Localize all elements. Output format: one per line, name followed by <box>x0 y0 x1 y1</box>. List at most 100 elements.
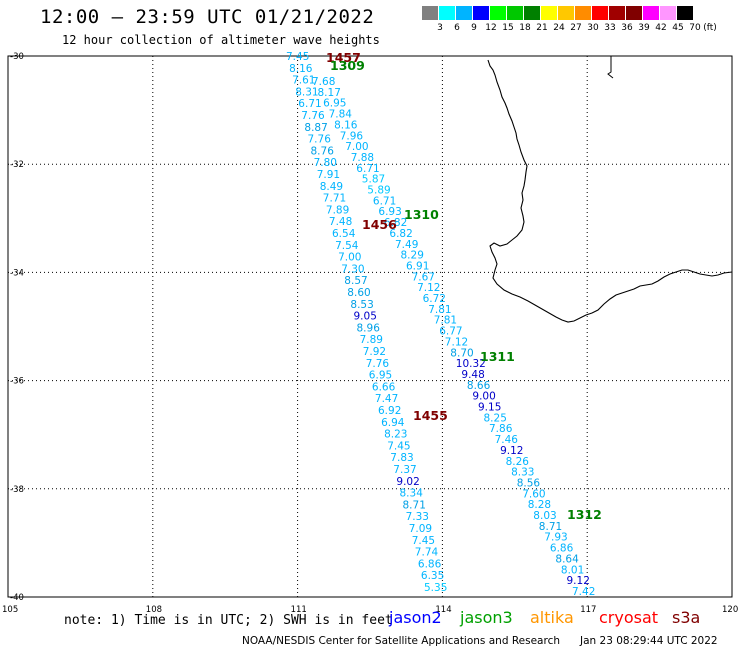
wave-height-value: 6.95 <box>369 370 392 382</box>
pass-number-label: 1312 <box>567 507 602 522</box>
wave-height-value: 7.76 <box>366 358 390 370</box>
legend-label: 6 <box>454 23 460 33</box>
latitude-label: -34 <box>10 268 24 278</box>
legend-swatch <box>473 6 490 20</box>
satellite-legend-cryosat: cryosat <box>599 608 659 627</box>
satellite-legend-altika: altika <box>530 608 574 627</box>
wave-height-value: 6.71 <box>373 195 396 207</box>
wave-height-value: 8.01 <box>561 564 584 576</box>
color-legend <box>422 6 694 20</box>
legend-label: 30 <box>587 23 599 33</box>
legend-label: 45 <box>672 23 684 33</box>
wave-height-value: 8.56 <box>517 478 541 490</box>
australia-coastline <box>487 59 733 323</box>
wave-height-value: 8.34 <box>400 488 424 500</box>
wave-height-value: 7.12 <box>445 336 468 348</box>
wave-height-value: 7.45 <box>412 535 435 547</box>
satellite-legend-jason2: jason2 <box>389 608 442 627</box>
wave-height-value: 8.03 <box>533 510 556 522</box>
wave-height-value: 7.76 <box>308 134 332 146</box>
wave-height-value: 9.48 <box>461 369 484 381</box>
map-frame <box>7 55 733 598</box>
longitude-label: 111 <box>291 605 307 615</box>
island-marker <box>607 56 614 79</box>
wave-height-value: 5.35 <box>424 582 447 594</box>
wave-height-value: 8.66 <box>467 380 491 392</box>
legend-swatch <box>490 6 507 20</box>
satellite-legend-s3a: s3a <box>672 608 701 627</box>
pass-number-label: 1311 <box>480 349 515 364</box>
wave-height-value: 8.33 <box>511 467 534 479</box>
wave-height-value: 7.83 <box>390 452 413 464</box>
latitude-label: -30 <box>10 52 24 62</box>
wave-height-value: 7.81 <box>428 304 451 316</box>
wave-height-value: 8.96 <box>357 322 381 334</box>
wave-height-value: 6.82 <box>384 217 407 229</box>
wave-height-value: 8.25 <box>484 412 507 424</box>
longitude-label: 120 <box>722 605 738 615</box>
wave-height-value: 7.12 <box>417 282 440 294</box>
pass-number-label: 1310 <box>404 207 439 222</box>
legend-swatch <box>507 6 524 20</box>
legend-label: 36 <box>621 23 633 33</box>
wave-height-value: 7.80 <box>314 157 337 169</box>
wave-height-value: 9.02 <box>396 476 419 488</box>
legend-swatch <box>558 6 575 20</box>
legend-swatch <box>677 6 694 20</box>
wave-height-value: 7.92 <box>363 346 386 358</box>
wave-height-value: 7.89 <box>360 334 383 346</box>
wave-height-value: 8.87 <box>304 122 327 134</box>
wave-height-value: 8.60 <box>347 287 370 299</box>
wave-height-value: 7.67 <box>412 271 435 283</box>
legend-label: 42 <box>655 23 667 33</box>
longitude-label: 105 <box>2 605 18 615</box>
wave-height-value: 8.29 <box>401 250 424 262</box>
wave-height-value: 8.71 <box>539 521 562 533</box>
wave-height-value: 7.89 <box>326 204 349 216</box>
wave-height-value: 7.42 <box>572 586 595 598</box>
wave-height-value: 7.68 <box>312 76 335 88</box>
wave-height-value: 7.46 <box>495 434 519 446</box>
graticule <box>8 56 732 597</box>
wave-height-value: 6.54 <box>332 228 356 240</box>
wave-height-value: 8.31 <box>295 86 318 98</box>
latitude-label: -32 <box>10 160 24 170</box>
wave-height-value: 6.35 <box>421 570 444 582</box>
wave-height-value: 8.64 <box>555 553 579 565</box>
legend-swatch <box>524 6 541 20</box>
wave-height-value: 7.91 <box>317 169 340 181</box>
wave-height-value: 7.86 <box>489 423 513 435</box>
wave-height-value: 9.00 <box>472 391 495 403</box>
wave-height-value: 6.91 <box>406 261 429 273</box>
legend-swatch <box>609 6 626 20</box>
longitude-label: 117 <box>580 605 596 615</box>
wave-height-value: 7.88 <box>351 152 374 164</box>
wave-height-value: 9.05 <box>354 311 377 323</box>
longitude-label: 114 <box>435 605 451 615</box>
wave-height-value: 5.87 <box>362 174 385 186</box>
wave-height-value: 7.00 <box>345 141 368 153</box>
wave-height-value: 7.93 <box>544 532 567 544</box>
pass-number-label: 1457 <box>326 50 361 65</box>
wave-height-value: 6.82 <box>389 228 412 240</box>
wave-height-value: 6.95 <box>323 98 346 110</box>
wave-height-value: 8.76 <box>311 145 335 157</box>
wave-height-value: 8.70 <box>450 347 473 359</box>
wave-height-value: 7.74 <box>415 547 439 559</box>
satellite-legend-jason3: jason3 <box>460 608 513 627</box>
wave-height-value: 7.61 <box>292 75 315 87</box>
legend-label: 18 <box>519 23 531 33</box>
legend-label: 15 <box>502 23 514 33</box>
wave-height-value: 6.71 <box>298 98 321 110</box>
wave-height-value: 6.92 <box>378 405 401 417</box>
wave-height-value: 8.16 <box>334 119 358 131</box>
legend-swatch <box>575 6 592 20</box>
latitude-label: -38 <box>10 485 24 495</box>
wave-height-value: 7.60 <box>522 488 545 500</box>
wave-height-value: 8.53 <box>350 299 373 311</box>
wave-height-value: 7.09 <box>409 523 432 535</box>
wave-height-value: 7.45 <box>387 440 410 452</box>
wave-height-value: 6.86 <box>550 543 574 555</box>
wave-height-value: 6.93 <box>378 206 401 218</box>
